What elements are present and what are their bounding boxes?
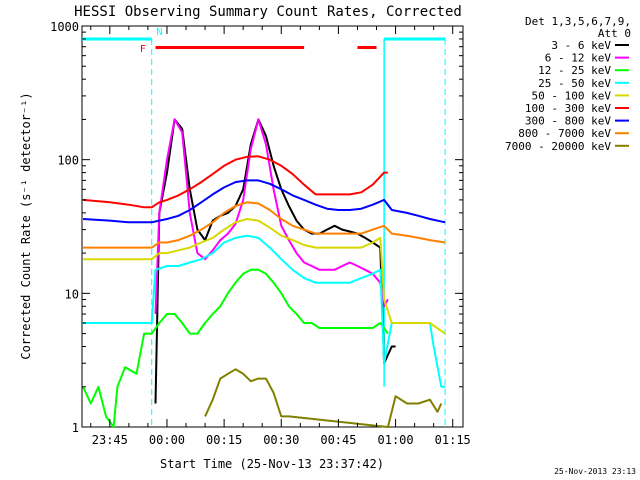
x-tick-label: 00:15	[206, 433, 242, 447]
series-line	[154, 118, 389, 315]
series-line	[83, 201, 446, 249]
x-tick-label: 00:45	[320, 433, 356, 447]
generated-timestamp: 25-Nov-2013 23:13	[554, 467, 636, 476]
y-tick-label: 100	[57, 154, 79, 168]
legend-label: 300 - 800 keV	[525, 115, 611, 128]
chart-title: HESSI Observing Summary Count Rates, Cor…	[74, 4, 462, 20]
axis-ticks: 23:45 00:00 00:15 00:30 00:45 01:00 01:15 1 10 10…	[50, 20, 471, 447]
x-axis-label: Start Time (25-Nov-13 23:37:42)	[160, 457, 384, 471]
legend-label: 3 - 6 keV	[551, 39, 611, 52]
x-tick-label: 01:15	[435, 433, 471, 447]
x-tick-label: 00:00	[149, 433, 185, 447]
series-line	[204, 368, 443, 428]
legend-label: 12 - 25 keV	[538, 64, 611, 77]
flag-label-n: N	[157, 27, 163, 38]
flag-layer: FN	[82, 27, 446, 427]
legend-label: 6 - 12 keV	[545, 52, 612, 65]
plot-frame	[81, 25, 464, 428]
y-tick-label: 1	[72, 421, 79, 435]
legend-label: 100 - 300 keV	[525, 102, 611, 115]
legend-header-line-1: Det 1,3,5,6,7,9,	[525, 15, 631, 28]
legend-label: 50 - 100 keV	[532, 89, 612, 102]
y-tick-label: 1000	[50, 20, 79, 34]
legend-label: 25 - 50 keV	[538, 77, 611, 90]
series-line	[154, 118, 396, 404]
y-axis-label: Corrected Count Rate (s⁻¹ detector⁻¹)	[19, 92, 33, 359]
series-line	[83, 179, 446, 224]
x-tick-label: 00:30	[263, 433, 299, 447]
y-tick-label: 10	[65, 287, 79, 301]
series-layer	[82, 118, 446, 428]
flag-label-f: F	[140, 44, 146, 55]
legend-label: 800 - 7000 keV	[518, 127, 611, 140]
series-line	[82, 268, 389, 428]
series-line	[83, 155, 388, 209]
series-line	[83, 218, 446, 335]
legend-label: 7000 - 20000 keV	[505, 140, 611, 153]
legend-header-line-2: Att 0	[598, 27, 631, 40]
x-tick-label: 01:00	[378, 433, 414, 447]
x-tick-label: 23:45	[92, 433, 128, 447]
plot-area: FN 23:45 00:00 00:15 00:30 00:45 01:00 01:15 1 1…	[50, 20, 471, 447]
